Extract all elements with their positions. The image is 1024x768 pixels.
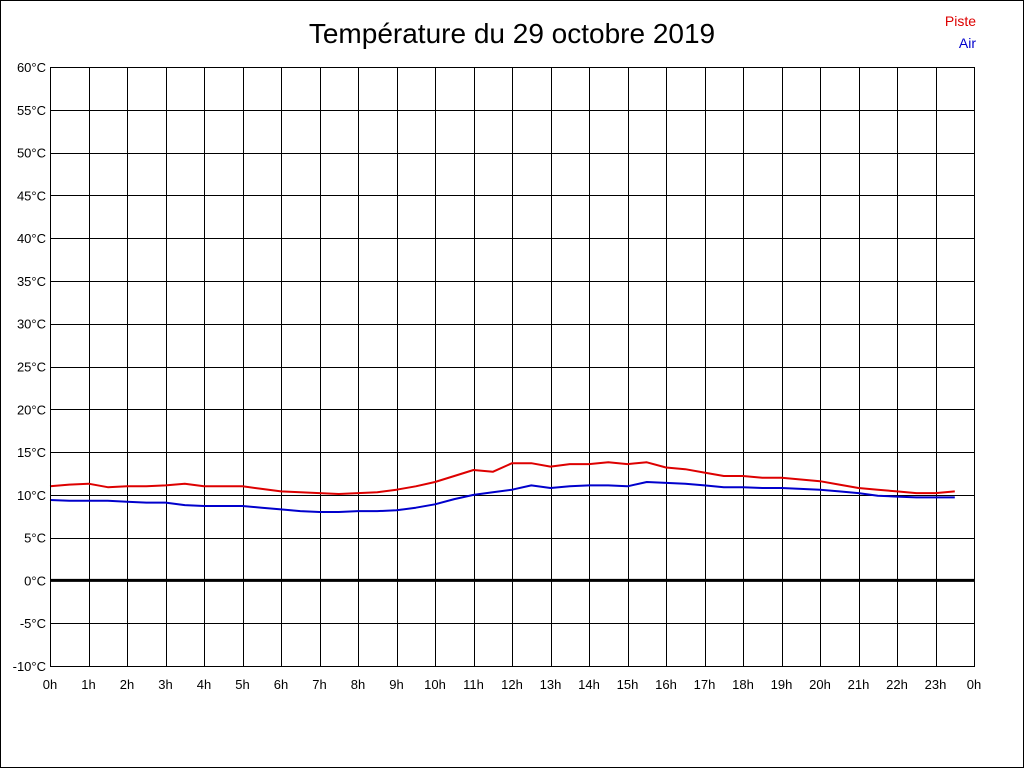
x-tick-label: 17h: [694, 677, 716, 692]
y-tick-label: 0°C: [24, 573, 46, 588]
y-tick-label: 30°C: [17, 317, 46, 332]
y-tick-label: 20°C: [17, 402, 46, 417]
x-tick-label: 9h: [389, 677, 403, 692]
x-tick-label: 12h: [501, 677, 523, 692]
x-tick-label: 8h: [351, 677, 365, 692]
legend-entry-air: Air: [959, 35, 976, 51]
x-tick-label: 21h: [848, 677, 870, 692]
x-tick-label: 18h: [732, 677, 754, 692]
x-tick-label: 10h: [424, 677, 446, 692]
x-tick-label: 16h: [655, 677, 677, 692]
x-tick-label: 11h: [463, 677, 484, 692]
x-tick-label: 19h: [771, 677, 793, 692]
x-tick-label: 13h: [540, 677, 562, 692]
x-tick-label: 14h: [578, 677, 600, 692]
y-tick-label: 25°C: [17, 360, 46, 375]
x-tick-label: 0h: [967, 677, 981, 692]
y-tick-label: 45°C: [17, 188, 46, 203]
x-tick-label: 22h: [886, 677, 908, 692]
series-line-air: [49, 481, 955, 513]
y-tick-label: 10°C: [17, 488, 46, 503]
plot-border: [50, 67, 975, 667]
x-tick-label: 6h: [274, 677, 288, 692]
x-tick-label: 20h: [809, 677, 831, 692]
y-tick-label: -5°C: [20, 616, 46, 631]
x-axis: 0h 1h 2h 3h 4h 5h 6h 7h 8h 9h 10h 11h 12h 13h 14h 15h 16…: [43, 677, 981, 692]
y-tick-label: 50°C: [17, 146, 46, 161]
y-tick-label: 55°C: [17, 103, 46, 118]
x-tick-label: 23h: [925, 677, 947, 692]
y-tick-label: 40°C: [17, 231, 46, 246]
y-tick-label: 60°C: [17, 60, 46, 75]
x-tick-label: 0h: [43, 677, 57, 692]
legend-entry-piste: Piste: [945, 13, 976, 29]
y-axis: 60°C 55°C 50°C 45°C 40°C 35°C 30°C 25°C 20°C 15°C…: [13, 60, 46, 674]
chart-title: Température du 29 octobre 2019: [308, 18, 716, 49]
y-tick-label: -10°C: [13, 659, 46, 674]
x-tick-label: 4h: [197, 677, 211, 692]
legend-label-piste: Piste: [944, 13, 976, 29]
x-tick-label: 15h: [617, 677, 639, 692]
grid: [50, 67, 975, 667]
y-tick-label: 35°C: [17, 274, 46, 289]
x-tick-label: 1h: [81, 677, 95, 692]
y-tick-label: 15°C: [17, 445, 46, 460]
x-tick-label: 5h: [235, 677, 249, 692]
y-tick-label: 5°C: [24, 531, 46, 546]
series-group: [49, 461, 955, 513]
series-line-piste: [49, 461, 955, 495]
x-tick-label: 2h: [120, 677, 134, 692]
x-tick-label: 3h: [158, 677, 172, 692]
legend-label-air: Air: [958, 35, 976, 51]
x-tick-label: 7h: [312, 677, 326, 692]
